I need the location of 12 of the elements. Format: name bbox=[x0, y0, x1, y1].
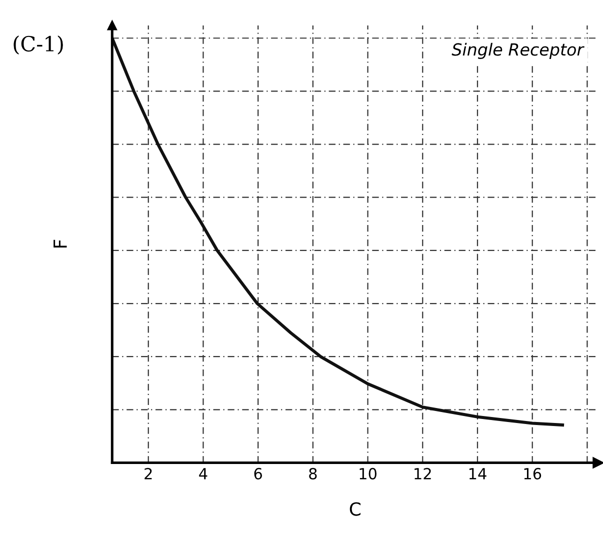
x-axis-title: C bbox=[350, 502, 360, 516]
x-tick-label: 4 bbox=[199, 468, 208, 480]
y-axis-title: F bbox=[54, 240, 67, 248]
x-tick-label: 10 bbox=[360, 468, 376, 480]
x-tick-label: 16 bbox=[524, 468, 542, 480]
x-tick-label: 8 bbox=[309, 468, 317, 480]
x-tick-label: 2 bbox=[144, 468, 152, 480]
x-tick-label: 14 bbox=[469, 468, 486, 480]
annotation: Single Receptor bbox=[452, 42, 584, 60]
x-tick-label: 6 bbox=[254, 468, 262, 480]
x-tick-label: 12 bbox=[414, 468, 431, 480]
text: (C-1) bbox=[14, 35, 63, 55]
